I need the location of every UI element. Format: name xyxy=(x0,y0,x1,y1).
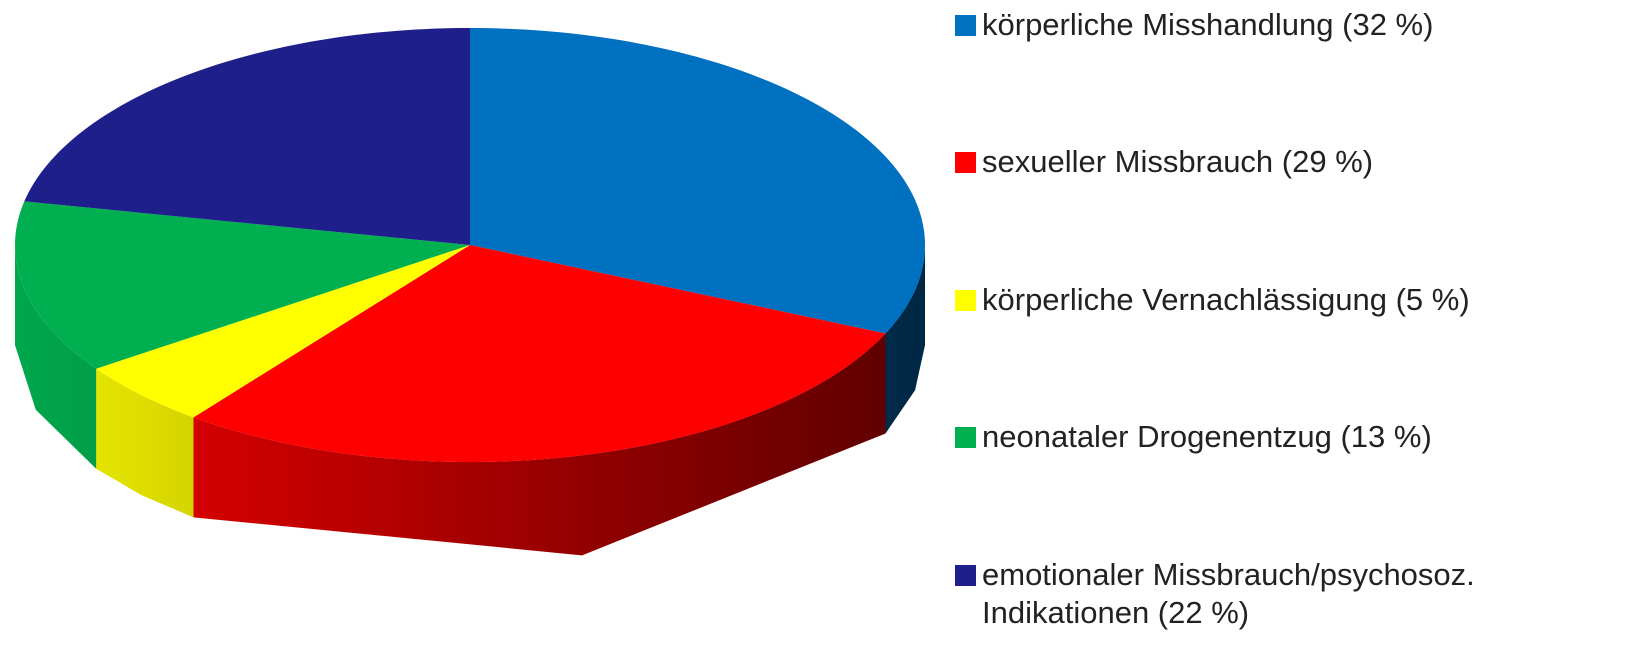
chart xyxy=(15,28,925,556)
wall-shade xyxy=(885,245,925,434)
legend-item: neonataler Drogenentzug (13 %) xyxy=(955,418,1625,456)
legend-label: neonataler Drogenentzug (13 %) xyxy=(982,419,1432,454)
pie-slice xyxy=(24,28,471,245)
legend-item: körperliche Vernachlässigung (5 %) xyxy=(955,281,1625,319)
legend-label: körperliche Vernachlässigung (5 %) xyxy=(982,282,1470,317)
legend-item: emotionaler Missbrauch/psychosoz. Indika… xyxy=(955,556,1625,632)
legend-swatch xyxy=(955,290,976,311)
legend-swatch xyxy=(955,565,976,586)
legend-item: körperliche Misshandlung (32 %) xyxy=(955,6,1625,44)
legend-swatch xyxy=(955,15,976,36)
wall-shade xyxy=(15,245,97,469)
legend-label: emotionaler Missbrauch/psychosoz. Indika… xyxy=(982,557,1475,630)
wall-shade xyxy=(193,333,886,556)
legend-swatch xyxy=(955,427,976,448)
legend-label: sexueller Missbrauch (29 %) xyxy=(982,144,1374,179)
wall-shade xyxy=(96,368,194,518)
legend-swatch xyxy=(955,152,976,173)
pie-slice xyxy=(15,201,470,369)
pie-slice xyxy=(470,28,925,334)
legend: körperliche Misshandlung (32 %) sexueller… xyxy=(955,0,1634,660)
pie-slice xyxy=(96,245,470,418)
legend-label: körperliche Misshandlung (32 %) xyxy=(982,7,1434,42)
legend-item: sexueller Missbrauch (29 %) xyxy=(955,143,1625,181)
pie-slice xyxy=(193,245,886,462)
